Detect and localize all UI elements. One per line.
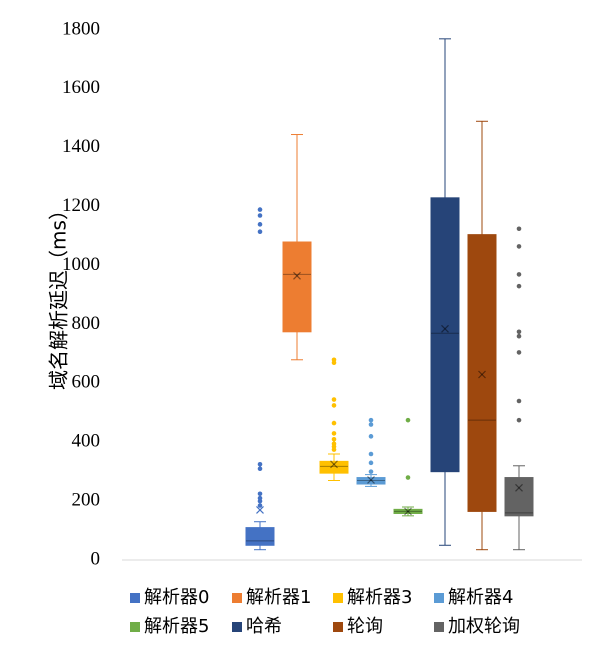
box-4 (356, 417, 386, 487)
box-2 (282, 134, 312, 361)
legend-label: 加权轮询 (448, 616, 520, 637)
legend-swatch (333, 622, 343, 632)
iqr-box (504, 477, 534, 517)
legend-swatch (232, 622, 242, 632)
outlier-point (368, 469, 374, 474)
legend-label: 解析器5 (144, 616, 209, 637)
outlier-point (516, 329, 522, 335)
legend-item: 加权轮询 (434, 616, 520, 637)
mean-marker (515, 483, 523, 492)
legend-item: 解析器0 (130, 587, 209, 608)
legend-label: 轮询 (347, 616, 383, 637)
outlier-point (405, 417, 411, 423)
outlier-point (257, 491, 263, 497)
outlier-point (257, 466, 263, 472)
mean-marker (293, 271, 301, 280)
outlier-point (331, 431, 337, 436)
mean-marker (367, 475, 375, 484)
y-tick-label: 1600 (62, 77, 100, 98)
iqr-box (282, 241, 312, 333)
legend-item: 解析器1 (232, 587, 311, 608)
outlier-point (516, 272, 522, 277)
iqr-box (356, 477, 386, 485)
outlier-point (331, 436, 337, 442)
outlier-point (405, 475, 411, 480)
y-tick-label: 600 (72, 372, 101, 393)
legend-label: 哈希 (246, 616, 282, 637)
y-axis-label: 域名解析延迟（ms） (47, 200, 71, 390)
legend-swatch (434, 593, 444, 603)
legend-swatch (130, 622, 140, 632)
legend-item: 解析器4 (434, 587, 513, 608)
mean-marker (478, 370, 486, 379)
legend-item: 解析器5 (130, 616, 209, 637)
outlier-point (331, 357, 337, 363)
legend-swatch (130, 593, 140, 603)
outlier-point (331, 441, 337, 446)
box-5 (393, 417, 423, 517)
legend-label: 解析器0 (144, 587, 209, 608)
mean-marker (330, 460, 338, 469)
legend: 解析器0 解析器1 解析器3 解析器4 解析器5 哈希 轮询 加权轮询 (130, 587, 520, 637)
box-7 (467, 120, 497, 551)
mean-marker (256, 506, 264, 514)
outlier-point (257, 462, 263, 467)
box-3 (319, 357, 349, 481)
outlier-point (257, 213, 263, 218)
outlier-point (516, 350, 522, 355)
outlier-point (516, 398, 522, 404)
outlier-point (368, 417, 374, 423)
iqr-box (393, 508, 423, 514)
outlier-point (257, 229, 263, 234)
legend-label: 解析器3 (347, 587, 412, 608)
iqr-box (430, 197, 460, 473)
y-axis-ticks: 0 200 400 600 800 1000 1200 1400 1600 1800 (62, 18, 100, 569)
outlier-point (331, 397, 337, 402)
legend-swatch (434, 622, 444, 632)
box-8 (504, 226, 534, 551)
mean-marker (404, 507, 412, 516)
y-tick-label: 400 (72, 431, 101, 452)
iqr-box (245, 527, 275, 546)
legend-label: 解析器4 (448, 587, 513, 608)
outlier-point (368, 460, 374, 466)
outlier-point (331, 403, 337, 408)
legend-item: 解析器3 (333, 587, 412, 608)
outlier-point (368, 451, 374, 457)
legend-label: 解析器1 (246, 587, 311, 608)
y-tick-label: 1400 (62, 136, 100, 157)
iqr-box (467, 234, 497, 512)
outlier-point (331, 420, 337, 426)
y-tick-label: 200 (72, 489, 101, 510)
outlier-point (516, 226, 522, 232)
box-series (245, 38, 534, 551)
y-tick-label: 800 (72, 313, 101, 334)
outlier-point (368, 434, 374, 439)
outlier-point (516, 417, 522, 423)
outlier-point (516, 333, 522, 339)
legend-item: 轮询 (333, 616, 383, 637)
y-tick-label: 0 (91, 548, 101, 569)
y-tick-label: 1800 (62, 18, 100, 39)
outlier-point (257, 503, 263, 508)
iqr-box (319, 460, 349, 474)
legend-swatch (232, 593, 242, 603)
box-6 (430, 38, 460, 546)
legend-swatch (333, 593, 343, 603)
box-1 (245, 207, 275, 551)
outlier-point (257, 222, 263, 227)
outlier-point (257, 207, 263, 212)
legend-item: 哈希 (232, 616, 282, 637)
outlier-point (516, 244, 522, 249)
mean-marker (441, 324, 449, 333)
y-tick-label: 1000 (62, 254, 100, 275)
outlier-point (257, 495, 263, 501)
y-tick-label: 1200 (62, 195, 100, 216)
outlier-point (368, 422, 374, 427)
outlier-point (516, 283, 522, 289)
